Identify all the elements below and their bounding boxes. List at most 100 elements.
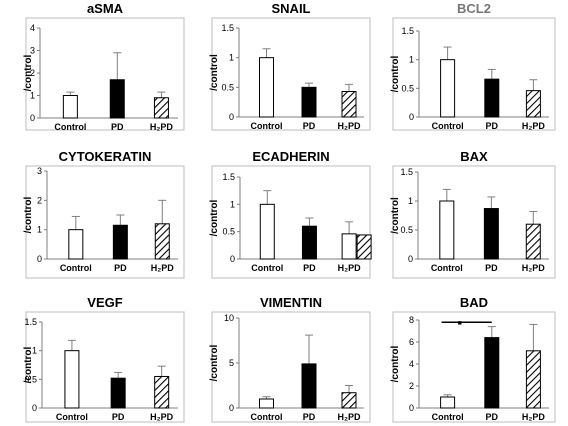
x-tick-label: H₂PD — [522, 263, 546, 273]
y-axis-label: /control — [209, 199, 220, 236]
y-tick-label: 2 — [37, 195, 42, 205]
chart-title: VIMENTIN — [260, 295, 322, 310]
chart-frame — [392, 165, 556, 279]
y-tick-label: 3 — [37, 166, 42, 176]
y-tick-label: 2 — [409, 381, 414, 391]
bar-h-pd — [341, 233, 357, 260]
chart-title: ECADHERIN — [252, 149, 329, 164]
y-axis-label: /control — [390, 197, 401, 234]
y-axis-label: /control — [23, 54, 34, 91]
bar-h-pd — [341, 392, 357, 409]
bar-pd — [301, 363, 317, 409]
bar-pd — [112, 224, 128, 260]
y-tick-label: 1.5 — [222, 172, 235, 182]
x-tick-label: Control — [432, 121, 464, 131]
y-tick-label: 1 — [229, 53, 234, 63]
y-tick-label: 1 — [30, 91, 35, 101]
bar-h-pd — [525, 90, 541, 118]
chart-title: BCL2 — [457, 1, 491, 16]
x-tick-label: H₂PD — [150, 122, 174, 132]
bar-h-pd — [525, 350, 541, 409]
x-tick-label: PD — [303, 263, 316, 273]
bar-control — [259, 398, 274, 409]
x-tick-label: Control — [251, 263, 283, 273]
bar-h-pd — [153, 97, 169, 119]
bar-control — [68, 229, 84, 260]
y-tick-label: 0 — [30, 113, 35, 123]
chart-asma: aSMA/control 0 1 2 3 4 Control PD H₂PD — [23, 1, 185, 132]
bar-h-pd — [154, 223, 170, 260]
chart-vegf: VEGF/control 0 0.5 1 1.5 Control PD H₂PD — [23, 295, 185, 423]
chart-title: aSMA — [87, 1, 124, 16]
x-tick-label: H₂PD — [151, 263, 175, 273]
x-tick-label: H₂PD — [150, 412, 174, 422]
x-tick-label: Control — [251, 121, 283, 131]
bar-pd — [301, 225, 317, 260]
chart-frame — [25, 311, 185, 423]
x-tick-label: PD — [111, 122, 124, 132]
chart-cytokeratin: CYTOKERATIN/control 0 1 2 3 Control PD H₂PD — [23, 149, 185, 279]
chart-frame — [392, 17, 556, 131]
y-tick-label: 1.5 — [401, 26, 414, 36]
bar-pd — [301, 86, 317, 118]
y-tick-label: 0 — [230, 254, 235, 264]
x-tick-label: PD — [486, 121, 499, 131]
bar-control — [62, 95, 78, 119]
y-tick-label: 0.5 — [222, 227, 235, 237]
chart-snail: SNAIL/control 0 0.5 1 1.5 Control PD H₂PD — [209, 1, 371, 131]
y-tick-label: 0 — [409, 112, 414, 122]
y-tick-label: 1 — [408, 196, 413, 206]
y-axis-label: /control — [390, 345, 401, 382]
bar-control — [259, 57, 274, 118]
bar-h-pd — [525, 223, 541, 260]
chart-bax: BAX/control 0 0.5 1 1.5 Control PD H₂PD — [390, 149, 556, 279]
bar-control — [259, 203, 275, 260]
x-tick-label: PD — [114, 263, 127, 273]
y-tick-label: 0 — [229, 403, 234, 413]
chart-frame — [392, 311, 556, 423]
y-tick-label: 0 — [409, 403, 414, 413]
x-tick-label: Control — [251, 412, 283, 422]
y-tick-label: 0 — [37, 254, 42, 264]
chart-bcl2: BCL2/control 0 0.5 1 1.5 Control PD H₂PD — [390, 1, 556, 131]
y-tick-label: 8 — [409, 315, 414, 325]
bar-control — [439, 200, 455, 260]
x-tick-label: Control — [56, 412, 88, 422]
x-tick-label: PD — [303, 121, 316, 131]
chart-frame — [25, 165, 185, 279]
y-tick-label: 0 — [32, 403, 37, 413]
y-tick-label: 4 — [30, 23, 35, 33]
bar-pd — [484, 78, 500, 118]
chart-bad: BAD/control 0 2 4 6 8 Control PD H₂PD ■ — [390, 295, 556, 423]
bar-control — [64, 350, 80, 409]
y-tick-label: 1 — [409, 55, 414, 65]
y-tick-label: 5 — [229, 358, 234, 368]
y-tick-label: 3 — [30, 46, 35, 56]
bar-control — [440, 396, 456, 409]
x-tick-label: Control — [432, 412, 464, 422]
chart-vimentin: VIMENTIN/control 0 5 10 Control PD H₂PD — [209, 295, 371, 423]
chart-title: VEGF — [87, 295, 122, 310]
x-tick-label: H₂PD — [522, 412, 546, 422]
y-tick-label: 6 — [409, 337, 414, 347]
x-tick-label: PD — [486, 412, 499, 422]
chart-frame — [211, 311, 371, 423]
y-tick-label: 1.5 — [400, 167, 413, 177]
bar-extra-hatched — [356, 234, 372, 260]
bar-control — [440, 59, 456, 118]
y-tick-label: 1.5 — [221, 23, 234, 33]
y-tick-label: 1.5 — [24, 317, 37, 327]
y-tick-label: 0 — [408, 254, 413, 264]
y-axis-label: /control — [209, 54, 220, 91]
significance-marker: ■ — [458, 320, 462, 327]
chart-frame — [25, 17, 185, 131]
y-tick-label: 0 — [229, 112, 234, 122]
x-tick-label: H₂PD — [522, 121, 546, 131]
chart-title: BAX — [460, 149, 488, 164]
x-tick-label: PD — [303, 412, 316, 422]
y-tick-label: 10 — [224, 313, 234, 323]
bar-pd — [483, 208, 499, 260]
y-axis-label: /control — [209, 344, 220, 381]
chart-title: SNAIL — [272, 1, 311, 16]
bar-h-pd — [154, 375, 170, 409]
